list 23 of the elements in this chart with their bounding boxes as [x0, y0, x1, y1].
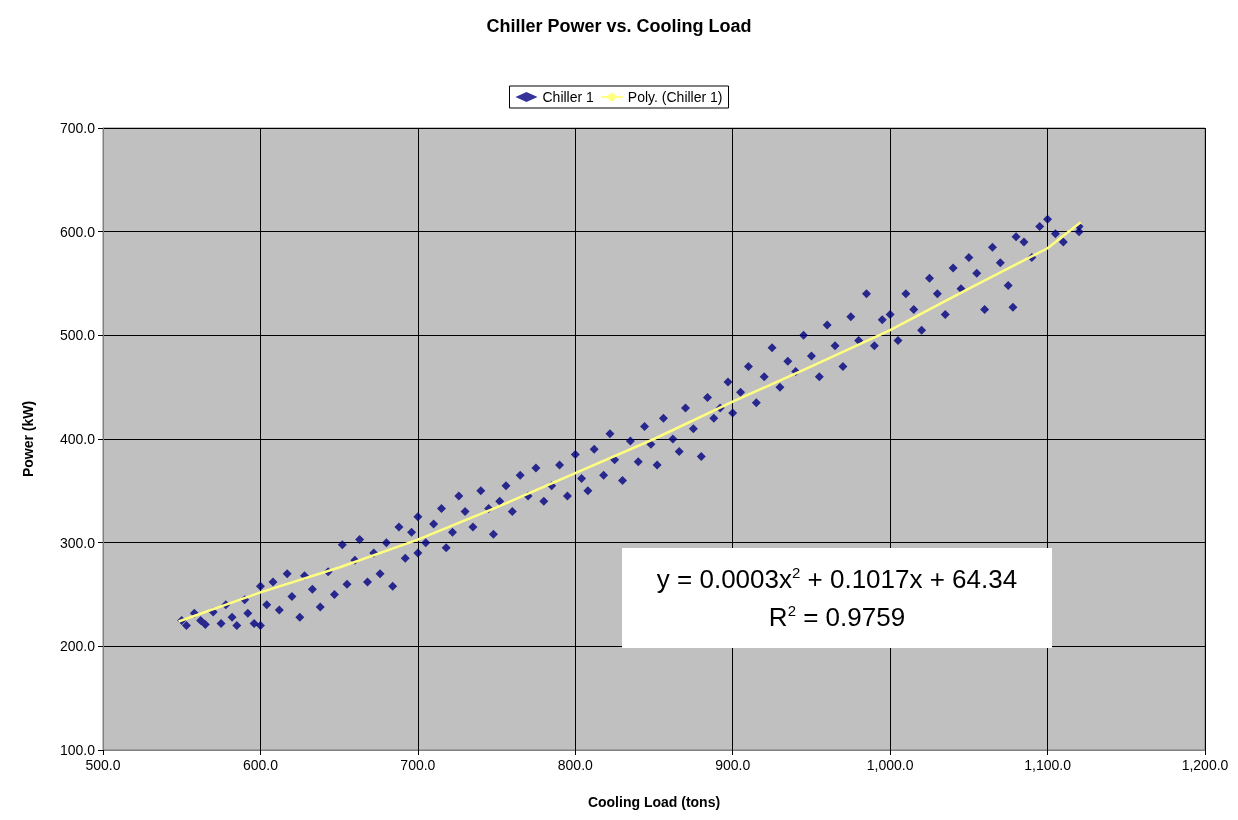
y-tick-label: 500.0 — [59, 327, 96, 344]
x-tick-label: 900.0 — [715, 757, 751, 773]
annotation: R$^{2}$ = 0.9759 — [767, 601, 907, 634]
y-tick-label: 600.0 — [59, 223, 96, 240]
x-tick-label: 700.0 — [400, 757, 436, 773]
y-tick-label: 200.0 — [59, 638, 96, 655]
x-tick-label: 1,000.0 — [866, 757, 914, 773]
legend-label: Poly. (Chiller 1) — [627, 89, 723, 105]
equation-box: y = 0.0003x$^{2}$ + 0.1017x + 64.34 R$^{2}$ = 0.9759 — [622, 548, 1052, 648]
y-axis-title: Power (kW) — [20, 400, 36, 478]
x-tick-label: 600.0 — [242, 757, 279, 773]
x-tick-label: 500.0 — [85, 757, 121, 773]
y-tick-label: 400.0 — [59, 431, 96, 447]
y-tick-label: 700.0 — [59, 120, 96, 136]
x-tick-label: 800.0 — [557, 757, 594, 773]
x-axis-title: Cooling Load (tons) — [587, 794, 721, 810]
y-tick-label: 100.0 — [59, 742, 96, 758]
chart-title: Chiller Power vs. Cooling Load — [486, 16, 752, 36]
x-tick-label: 1,200.0 — [1181, 757, 1229, 773]
x-tick-label: 1,100.0 — [1024, 757, 1072, 773]
y-tick-label: 300.0 — [59, 534, 96, 551]
annotation: y = 0.0003x$^{2}$ + 0.1017x + 64.34 — [655, 563, 1019, 596]
legend-label: Chiller 1 — [542, 89, 595, 105]
